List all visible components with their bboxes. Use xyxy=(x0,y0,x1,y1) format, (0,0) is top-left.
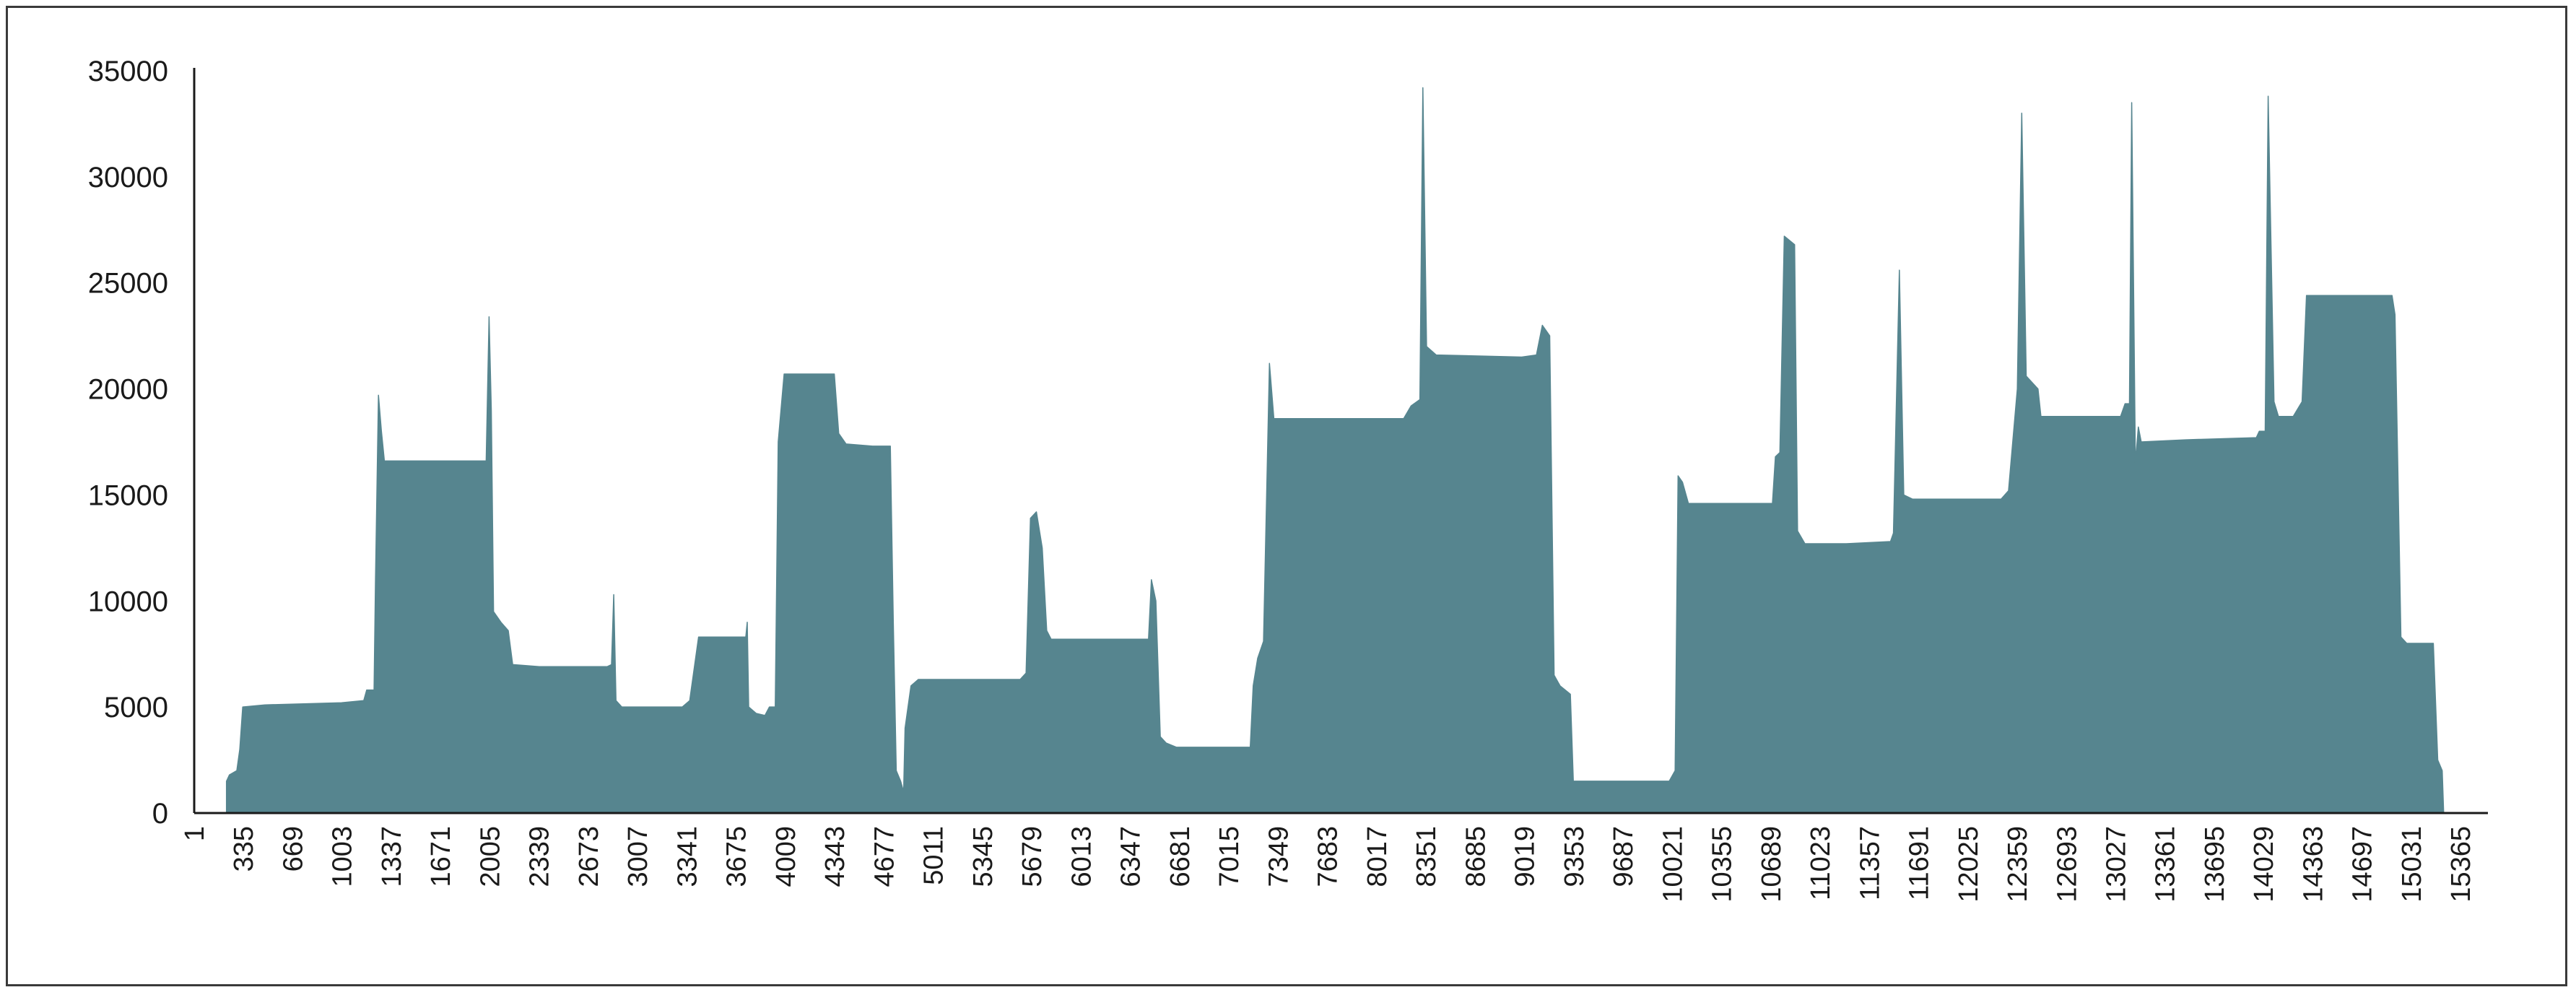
x-tick-label: 15365 xyxy=(2446,826,2476,903)
area-chart: 0 5000 10000 15000 20000 25000 30000 35000 1 335 6… xyxy=(88,56,2488,903)
x-tick-label: 1 xyxy=(180,826,210,841)
x-tick-label: 9687 xyxy=(1609,826,1639,887)
x-tick-label: 14363 xyxy=(2298,826,2328,903)
x-tick-label: 7015 xyxy=(1214,826,1245,887)
x-tick-label: 10689 xyxy=(1757,826,1787,903)
x-tick-label: 12693 xyxy=(2052,826,2082,903)
x-tick-label: 6013 xyxy=(1066,826,1097,887)
x-tick-label: 11023 xyxy=(1806,826,1836,900)
x-tick-label: 3675 xyxy=(722,826,752,887)
y-tick-label: 5000 xyxy=(104,692,168,724)
y-tick-label: 10000 xyxy=(88,586,168,617)
x-tick-label: 6347 xyxy=(1116,826,1146,887)
x-tick-label: 14029 xyxy=(2249,826,2279,903)
x-tick-label: 8017 xyxy=(1362,826,1393,887)
x-tick-label: 3341 xyxy=(672,826,702,887)
x-tick-label: 11357 xyxy=(1855,826,1885,900)
y-tick-label: 25000 xyxy=(88,268,168,300)
x-tick-label: 1337 xyxy=(377,826,407,887)
chart-frame: 0 5000 10000 15000 20000 25000 30000 35000 1 335 6… xyxy=(6,6,2567,986)
x-tick-label: 8351 xyxy=(1411,826,1442,887)
x-tick-label: 669 xyxy=(278,826,308,872)
x-tick-label: 335 xyxy=(229,826,259,872)
x-tick-label: 15031 xyxy=(2397,826,2427,903)
x-tick-label: 10355 xyxy=(1707,826,1738,903)
x-tick-label: 7683 xyxy=(1313,826,1344,887)
y-tick-label: 30000 xyxy=(88,162,168,194)
x-tick-label: 2005 xyxy=(475,826,505,887)
x-tick-label: 4009 xyxy=(771,826,801,887)
x-tick-label: 2673 xyxy=(574,826,604,887)
y-tick-label: 0 xyxy=(152,798,168,830)
x-tick-label: 9353 xyxy=(1559,826,1590,887)
x-tick-label: 13695 xyxy=(2200,826,2230,903)
x-tick-label: 9019 xyxy=(1510,826,1541,887)
x-tick-label: 5679 xyxy=(1017,826,1048,887)
x-tick-label: 12359 xyxy=(2003,826,2033,903)
x-tick-label: 1671 xyxy=(426,826,456,887)
x-tick-label: 11691 xyxy=(1905,826,1935,900)
x-tick-label: 13361 xyxy=(2151,826,2181,903)
y-tick-label: 20000 xyxy=(88,374,168,406)
x-tick-label: 6681 xyxy=(1165,826,1196,887)
y-tick-label: 15000 xyxy=(88,479,168,511)
x-tick-label: 5345 xyxy=(968,826,998,887)
area-series-0 xyxy=(225,87,2445,814)
x-tick-label: 2339 xyxy=(525,826,555,887)
x-tick-label: 4343 xyxy=(820,826,850,887)
x-tick-label: 12025 xyxy=(1954,826,1984,903)
y-tick-label: 35000 xyxy=(88,56,168,87)
x-tick-label: 14697 xyxy=(2348,826,2378,903)
x-tick-label: 8685 xyxy=(1461,826,1491,887)
x-tick-label: 1003 xyxy=(328,826,358,887)
x-tick-label: 7349 xyxy=(1263,826,1294,887)
x-tick-label: 5011 xyxy=(919,826,949,885)
x-tick-label: 3007 xyxy=(623,826,653,887)
x-tick-label: 4677 xyxy=(869,826,900,887)
x-tick-label: 13027 xyxy=(2101,826,2131,903)
x-tick-label: 10021 xyxy=(1658,826,1688,903)
